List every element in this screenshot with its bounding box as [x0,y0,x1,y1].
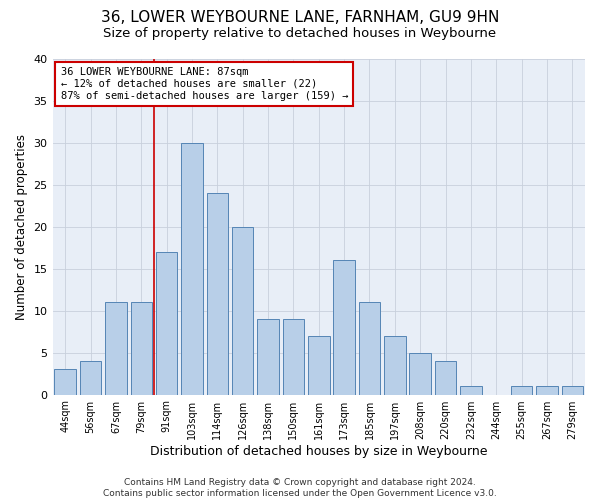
Bar [80,361,101,394]
Bar [156,252,178,394]
Text: Contains HM Land Registry data © Crown copyright and database right 2024.
Contai: Contains HM Land Registry data © Crown c… [103,478,497,498]
Bar [435,361,457,394]
Bar [536,386,558,394]
X-axis label: Distribution of detached houses by size in Weybourne: Distribution of detached houses by size … [150,444,488,458]
Bar [181,143,203,395]
Text: Size of property relative to detached houses in Weybourne: Size of property relative to detached ho… [103,28,497,40]
Text: 36 LOWER WEYBOURNE LANE: 87sqm
← 12% of detached houses are smaller (22)
87% of : 36 LOWER WEYBOURNE LANE: 87sqm ← 12% of … [61,68,348,100]
Bar [257,319,279,394]
Bar [308,336,329,394]
Bar [562,386,583,394]
Bar [384,336,406,394]
Bar [359,302,380,394]
Bar [334,260,355,394]
Bar [55,370,76,394]
Bar [511,386,532,394]
Bar [206,193,228,394]
Bar [131,302,152,394]
Bar [460,386,482,394]
Bar [283,319,304,394]
Bar [232,227,253,394]
Bar [105,302,127,394]
Text: 36, LOWER WEYBOURNE LANE, FARNHAM, GU9 9HN: 36, LOWER WEYBOURNE LANE, FARNHAM, GU9 9… [101,10,499,25]
Y-axis label: Number of detached properties: Number of detached properties [15,134,28,320]
Bar [409,352,431,395]
